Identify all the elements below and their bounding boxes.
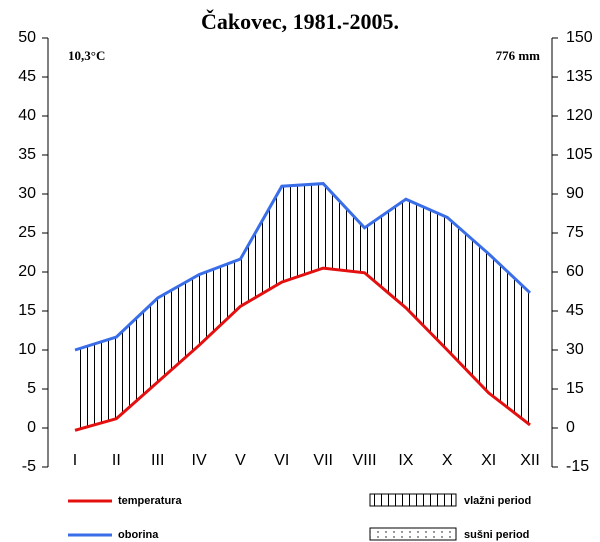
legend-label: temperatura [118, 495, 182, 507]
x-tick-label: IV [192, 452, 207, 469]
y2-tick-label: 30 [566, 341, 584, 358]
series-line [74, 266, 531, 432]
y2-tick-label: 75 [566, 224, 584, 241]
x-tick-label: X [442, 452, 453, 469]
y2-tick-label: 135 [566, 68, 593, 85]
x-tick-label: XII [520, 452, 540, 469]
x-tick-label: VIII [353, 452, 377, 469]
y-tick-label: 35 [18, 146, 36, 163]
y2-tick-label: 120 [566, 107, 593, 124]
legend-label: vlažni period [464, 495, 531, 507]
mean-temperature: 10,3°C [68, 48, 105, 63]
x-tick-label: XI [481, 452, 496, 469]
y2-tick-label: 150 [566, 29, 593, 46]
y2-tick-label: 105 [566, 146, 593, 163]
series-line [74, 182, 532, 352]
x-tick-label: IX [398, 452, 413, 469]
total-precipitation: 776 mm [496, 48, 541, 63]
y-tick-label: 40 [18, 107, 36, 124]
y-tick-label: 20 [18, 263, 36, 280]
x-tick-label: I [73, 452, 77, 469]
humid-period-hatch [75, 183, 530, 431]
y2-tick-label: 90 [566, 185, 584, 202]
y-tick-label: 50 [18, 29, 36, 46]
chart-title: Čakovec, 1981.-2005. [201, 9, 399, 34]
y-tick-label: 15 [18, 302, 36, 319]
y2-tick-label: 60 [566, 263, 584, 280]
y-tick-label: 30 [18, 185, 36, 202]
y2-tick-label: -15 [566, 458, 589, 475]
x-tick-label: II [112, 452, 121, 469]
x-tick-label: V [235, 452, 246, 469]
y2-tick-label: 45 [566, 302, 584, 319]
x-tick-label: VI [274, 452, 289, 469]
y2-tick-label: 0 [566, 419, 575, 436]
legend-label: oborina [118, 529, 159, 541]
y-tick-label: 45 [18, 68, 36, 85]
x-tick-label: VII [313, 452, 333, 469]
legend-label: sušni period [464, 529, 529, 541]
y-tick-label: 0 [27, 419, 36, 436]
humid-legend-swatch [369, 493, 457, 507]
y-tick-label: 25 [18, 224, 36, 241]
y-tick-label: 5 [27, 380, 36, 397]
y2-tick-label: 15 [566, 380, 584, 397]
y-tick-label: 10 [18, 341, 36, 358]
x-tick-label: III [151, 452, 164, 469]
dry-legend-swatch [369, 527, 457, 541]
y-tick-label: -5 [22, 458, 36, 475]
